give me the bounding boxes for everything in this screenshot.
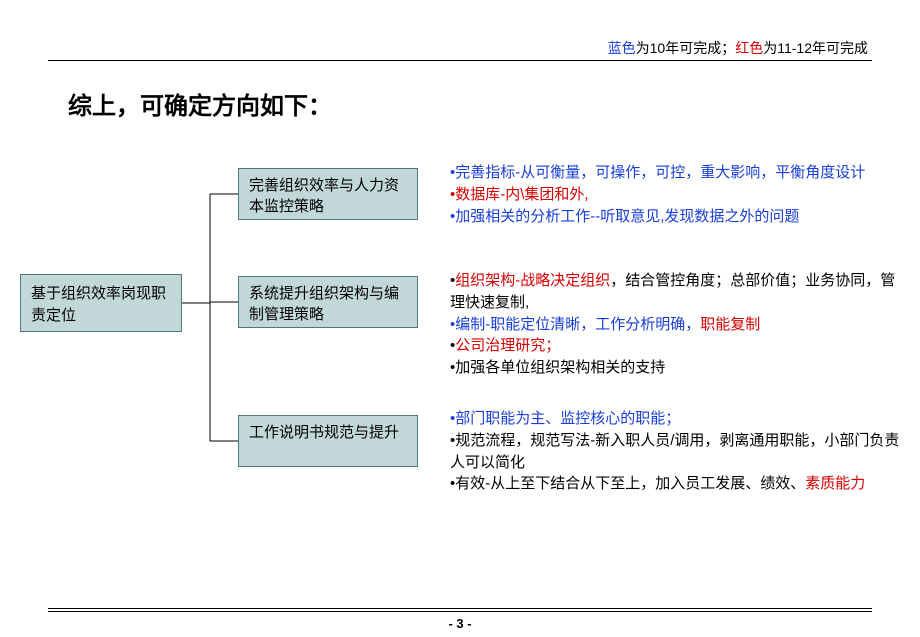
desc-line: •规范流程，规范写法-新入职人员/调用，剥离通用职能，小部门负责人可以简化 [450,430,910,474]
desc-span: •完善指标-从可衡量，可操作，可控，重大影响，平衡角度设计 [450,164,865,181]
desc-line: •组织架构-战略决定组织，结合管控角度；总部价值；业务协同，管理快速复制, [450,270,910,314]
root-label: 基于组织效率岗现职责定位 [31,285,166,324]
page-title: 综上，可确定方向如下： [68,86,332,121]
desc-line: •加强相关的分析工作--听取意见,发现数据之外的问题 [450,206,910,228]
top-divider [48,60,872,61]
bottom-divider-1 [48,608,872,609]
desc-span: 素质能力 [805,475,865,492]
legend: 蓝色为10年可完成；红色为11-12年可完成 [608,38,868,58]
child-label: 工作说明书规范与提升 [249,424,399,441]
legend-blue: 蓝色 [608,40,636,56]
child-label: 系统提升组织架构与编制管理策略 [249,285,399,323]
tree-child-node: 系统提升组织架构与编制管理策略 [238,276,418,328]
desc-span: •有效-从上至下结合从下至上，加入员工发展、绩效、 [450,475,805,492]
desc-span: •加强相关的分析工作--听取意见,发现数据之外的问题 [450,208,799,225]
desc-block: •完善指标-从可衡量，可操作，可控，重大影响，平衡角度设计 •数据库-内\集团和外… [450,162,910,227]
child-label: 完善组织效率与人力资本监控策略 [249,177,399,215]
desc-line: •有效-从上至下结合从下至上，加入员工发展、绩效、素质能力 [450,473,910,495]
desc-line: •部门职能为主、监控核心的职能； [450,408,910,430]
desc-line: •编制-职能定位清晰，工作分析明确，职能复制 [450,314,910,336]
desc-span: •部门职能为主、监控核心的职能； [450,410,680,427]
desc-block: •组织架构-战略决定组织，结合管控角度；总部价值；业务协同，管理快速复制,•编制… [450,270,910,379]
desc-span: •加强各单位组织架构相关的支持 [450,359,665,376]
desc-span: 职能复制 [700,316,760,333]
tree-connectors [20,160,440,580]
desc-line: •公司治理研究； [450,335,910,357]
desc-line: •完善指标-从可衡量，可操作，可控，重大影响，平衡角度设计 [450,162,910,184]
legend-text-1: 为10年可完成； [636,40,736,56]
desc-span: •编制-职能定位清晰，工作分析明确， [450,316,700,333]
desc-block: •部门职能为主、监控核心的职能； •规范流程，规范写法-新入职人员/调用，剥离通用… [450,408,910,495]
desc-line: •数据库-内\集团和外, [450,184,910,206]
desc-span: 公司治理研究； [455,337,560,354]
tree-child-node: 工作说明书规范与提升 [238,415,418,467]
tree-child-node: 完善组织效率与人力资本监控策略 [238,168,418,220]
page-number: - 3 - [0,616,920,631]
bottom-divider-2 [48,611,872,612]
desc-span: •规范流程，规范写法-新入职人员/调用，剥离通用职能，小部门负责人可以简化 [450,432,899,471]
legend-red: 红色 [735,40,763,56]
desc-span: •数据库-内\集团和外, [450,186,589,203]
desc-span: 组织架构-战略决定组织 [455,272,610,289]
tree-root-node: 基于组织效率岗现职责定位 [20,274,182,332]
desc-line: •加强各单位组织架构相关的支持 [450,357,910,379]
legend-text-2: 为11-12年可完成 [763,40,868,56]
tree-diagram: 基于组织效率岗现职责定位 完善组织效率与人力资本监控策略系统提升组织架构与编制管… [20,160,900,580]
